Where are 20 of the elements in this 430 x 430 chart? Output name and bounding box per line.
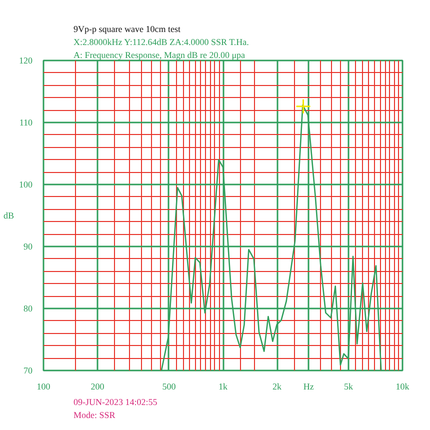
x-tick-label: Hz [303,382,314,392]
x-tick-label: 10k [396,382,410,392]
text: A: Frequency Response, Magn dB re 20.00 μpa [74,50,246,60]
chart-title: 9Vp-p square wave 10cm test [74,24,181,34]
x-tick-label: 100 [36,382,51,392]
y-axis-title: dB [3,210,14,220]
x-tick-label: 500 [162,382,176,392]
text: Mode: SSR [74,410,116,420]
y-tick-label: 100 [19,180,33,190]
y-tick-label: 80 [24,304,33,314]
text: 09-JUN-2023 14:02:55 [74,397,158,407]
y-tick-label: 70 [24,366,33,376]
y-tick-label: 90 [24,242,33,252]
chart-subtitle: X:2.8000kHz Y:112.64dB ZA:4.0000 SSR T.Ha. [74,37,249,47]
x-tick-label: 5k [344,382,354,392]
x-tick-label: 200 [90,382,105,392]
x-tick-label: 2k [272,382,282,392]
y-tick-label: 120 [19,56,33,66]
y-tick-label: 110 [19,118,33,128]
x-tick-label: 1k [218,382,228,392]
